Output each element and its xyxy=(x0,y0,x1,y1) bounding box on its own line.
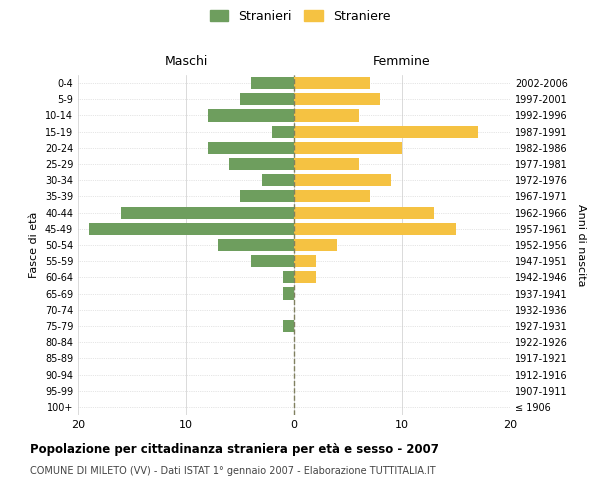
Text: Femmine: Femmine xyxy=(373,55,431,68)
Bar xyxy=(251,255,294,268)
Bar xyxy=(229,158,294,170)
Bar xyxy=(294,239,337,251)
Legend: Stranieri, Straniere: Stranieri, Straniere xyxy=(206,6,394,26)
Bar xyxy=(294,77,370,89)
Bar xyxy=(294,206,434,218)
Bar xyxy=(294,142,402,154)
Bar xyxy=(240,93,294,106)
Bar xyxy=(283,272,294,283)
Bar xyxy=(294,174,391,186)
Text: COMUNE DI MILETO (VV) - Dati ISTAT 1° gennaio 2007 - Elaborazione TUTTITALIA.IT: COMUNE DI MILETO (VV) - Dati ISTAT 1° ge… xyxy=(30,466,436,476)
Bar xyxy=(294,190,370,202)
Bar xyxy=(294,110,359,122)
Bar xyxy=(121,206,294,218)
Text: Maschi: Maschi xyxy=(164,55,208,68)
Y-axis label: Anni di nascita: Anni di nascita xyxy=(576,204,586,286)
Bar xyxy=(294,255,316,268)
Bar xyxy=(272,126,294,138)
Bar xyxy=(294,158,359,170)
Bar xyxy=(294,222,456,235)
Bar xyxy=(294,272,316,283)
Y-axis label: Fasce di età: Fasce di età xyxy=(29,212,39,278)
Bar xyxy=(89,222,294,235)
Bar xyxy=(283,320,294,332)
Bar xyxy=(218,239,294,251)
Bar xyxy=(294,93,380,106)
Bar xyxy=(251,77,294,89)
Bar xyxy=(240,190,294,202)
Bar xyxy=(262,174,294,186)
Bar xyxy=(294,126,478,138)
Bar xyxy=(208,142,294,154)
Bar xyxy=(208,110,294,122)
Bar xyxy=(283,288,294,300)
Text: Popolazione per cittadinanza straniera per età e sesso - 2007: Popolazione per cittadinanza straniera p… xyxy=(30,442,439,456)
